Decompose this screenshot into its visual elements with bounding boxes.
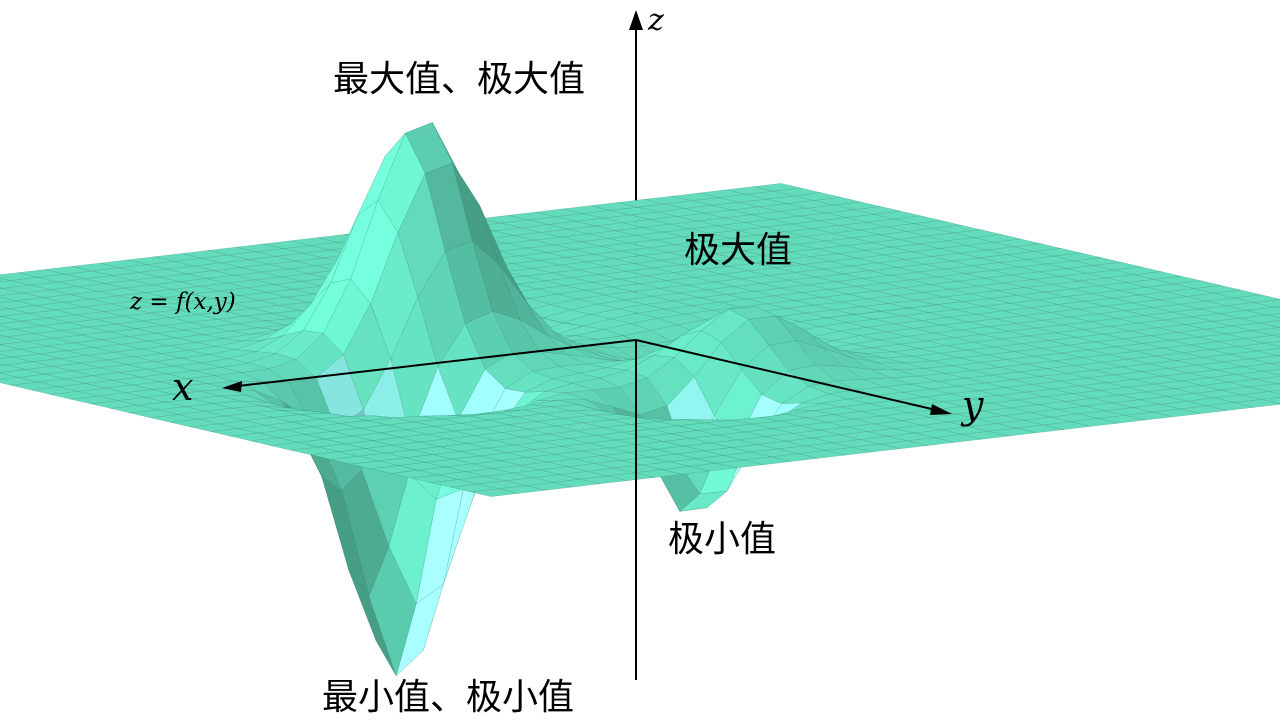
x-axis-arrow: [222, 381, 242, 392]
x-axis-label: x: [172, 365, 193, 409]
label-global-max: 最大值、极大值: [333, 59, 585, 100]
label-local-min: 极小值: [668, 519, 776, 560]
surface-patch: [1261, 397, 1280, 404]
z-axis-arrow: [629, 10, 643, 30]
z-axis-label: z: [647, 3, 664, 38]
surface-patch: [470, 488, 519, 497]
surface-patch: [1264, 341, 1280, 347]
surface-patch: [0, 354, 13, 359]
y-axis-label: y: [960, 383, 984, 427]
surface-patch: [0, 288, 24, 296]
surface-patch: [0, 336, 28, 345]
axes-front: [222, 339, 952, 680]
surface-patch: [0, 306, 9, 310]
surface-mesh: [0, 121, 1280, 677]
y-axis-arrow: [930, 404, 952, 415]
label-local-max: 极大值: [684, 230, 792, 271]
x-axis-front: [237, 339, 637, 387]
surface-patch: [1263, 369, 1280, 376]
surface-patch: [1266, 313, 1280, 319]
surface-formula: z = f(x,y): [129, 289, 236, 315]
surface-patch: [0, 363, 6, 366]
surface-patch: [0, 335, 8, 338]
surface-patch: [1272, 334, 1280, 338]
surface-patch: [1268, 390, 1280, 395]
surface-patch: [0, 344, 20, 352]
surface-patch: [0, 373, 19, 380]
surface-patch: [0, 325, 15, 331]
label-global-min: 最小值、极小值: [322, 677, 574, 718]
surface-patch: [0, 316, 22, 324]
surface-patch: [0, 287, 4, 289]
surface-patch: [0, 364, 26, 373]
y-axis-front: [635, 339, 937, 411]
